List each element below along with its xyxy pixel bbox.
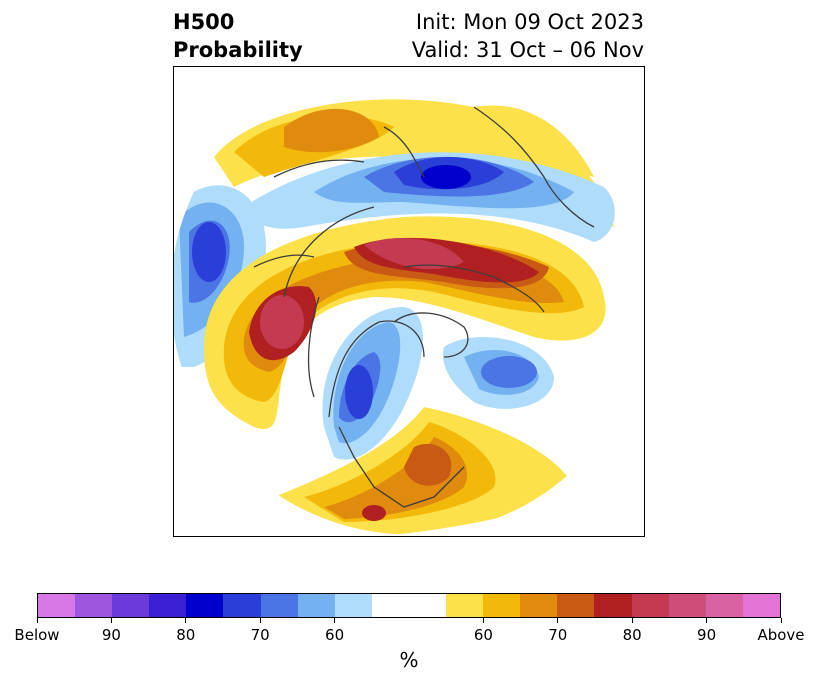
forecast-dates: Init: Mon 09 Oct 2023 Valid: 31 Oct – 06… — [412, 8, 644, 64]
colorbar-segment — [334, 594, 372, 617]
colorbar-tick-label: 60 — [473, 626, 493, 644]
colorbar-segment — [149, 594, 187, 617]
colorbar-segment — [668, 594, 706, 617]
cold-anomaly-arctic — [244, 152, 615, 242]
colorbar-segment — [408, 594, 447, 617]
warm-anomaly-north — [204, 216, 606, 429]
coastlines — [253, 106, 595, 508]
colorbar-tick-label: 90 — [101, 626, 121, 644]
colorbar-segment — [112, 594, 150, 617]
colorbar-tick-label: 70 — [250, 626, 270, 644]
colorbar-segment — [297, 594, 335, 617]
colorbar-tick-label: Above — [757, 626, 805, 644]
colorbar-segment — [38, 594, 76, 617]
init-date: Init: Mon 09 Oct 2023 — [415, 10, 644, 34]
colorbar-tick-mark — [706, 618, 708, 623]
colorbar-tick-label: 70 — [548, 626, 568, 644]
colorbar-tick-mark — [631, 618, 633, 623]
colorbar-segment — [631, 594, 669, 617]
colorbar-tick-mark — [482, 618, 484, 623]
colorbar-tick-mark — [259, 618, 261, 623]
colorbar-tick-label: 80 — [622, 626, 642, 644]
cold-anomaly-north-america — [322, 307, 554, 460]
colorbar-tick-label: 60 — [325, 626, 345, 644]
colorbar-tick-label: 80 — [176, 626, 196, 644]
colorbar-segment — [186, 594, 224, 617]
map-svg — [174, 67, 644, 536]
colorbar-tick-label: 90 — [697, 626, 717, 644]
colorbar-tick-mark — [185, 618, 187, 623]
colorbar-tick-mark — [334, 618, 336, 623]
colorbar-segment — [371, 594, 409, 617]
colorbar-segment — [520, 594, 558, 617]
colorbar-segment — [223, 594, 261, 617]
map-title: H500 Probability — [173, 8, 303, 64]
valid-dates: Valid: 31 Oct – 06 Nov — [411, 38, 644, 62]
colorbar-unit-label: % — [399, 648, 419, 672]
colorbar-tick-mark — [557, 618, 559, 623]
colorbar-segment — [483, 594, 521, 617]
probability-map — [173, 66, 645, 537]
title-line-2: Probability — [173, 38, 303, 62]
colorbar-tick-mark — [36, 618, 38, 623]
colorbar-tick-label: Below — [14, 626, 60, 644]
warm-anomaly-europe — [214, 99, 614, 227]
colorbar-segment — [446, 594, 484, 617]
colorbar-tick-mark — [110, 618, 112, 623]
colorbar — [37, 593, 781, 618]
colorbar-segment — [742, 594, 780, 617]
colorbar-tick-mark — [780, 618, 782, 623]
colorbar-segment — [75, 594, 113, 617]
title-line-1: H500 — [173, 10, 235, 34]
colorbar-segment — [705, 594, 743, 617]
colorbar-segment — [594, 594, 632, 617]
colorbar-segment — [260, 594, 298, 617]
colorbar-segment — [557, 594, 595, 617]
